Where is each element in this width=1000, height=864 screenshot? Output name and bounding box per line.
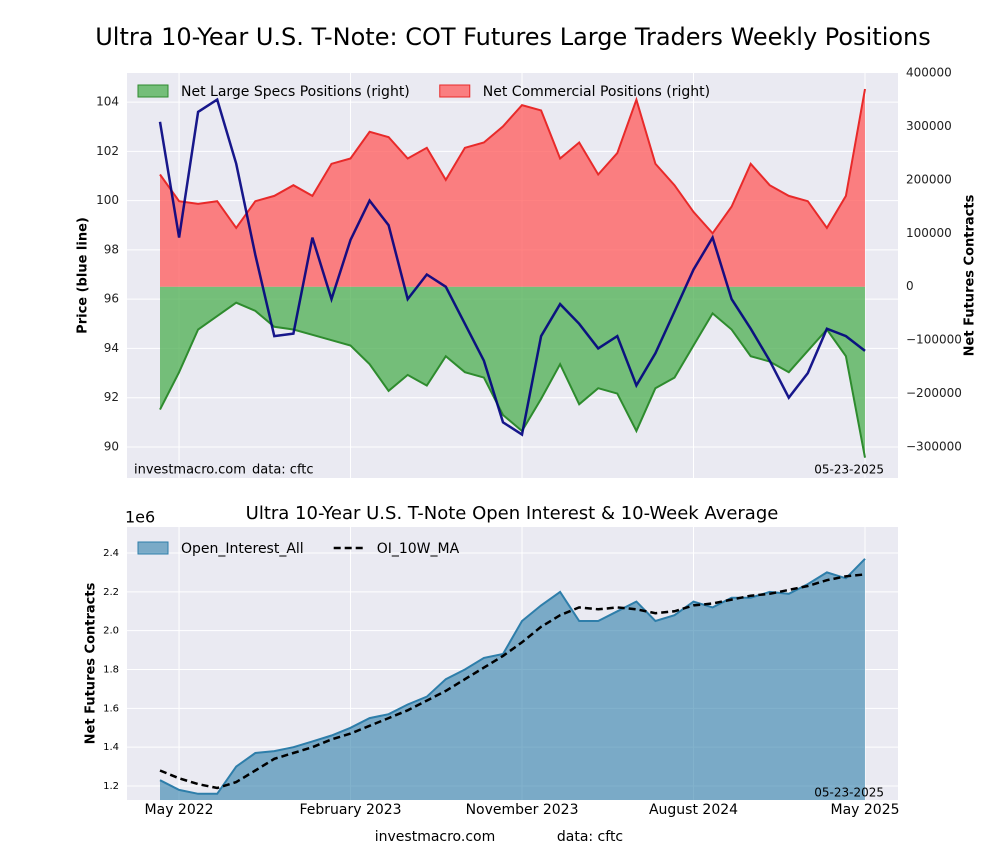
legend-swatch [137, 541, 169, 555]
date-label: 05-23-2025 [814, 786, 884, 800]
x-tick-label: May 2022 [145, 802, 214, 818]
y-tick-label: 90 [104, 439, 119, 453]
footer-site: investmacro.com [375, 829, 495, 845]
y-tick-label: 2.2 [103, 587, 119, 598]
watermark: investmacro.com [134, 463, 246, 478]
x-tick-label: November 2023 [466, 802, 579, 818]
y2-axis-label: Net Futures Contracts [963, 194, 978, 356]
y2-tick-label: 0 [906, 279, 914, 293]
area [160, 558, 865, 800]
y-tick-label: 94 [104, 341, 119, 355]
y-tick-label: 2.0 [103, 626, 119, 637]
y-tick-label: 1.8 [103, 665, 119, 676]
y-tick-label: 1.4 [103, 742, 119, 753]
y-tick-label: 100 [96, 193, 119, 207]
y2-tick-label: −200000 [906, 386, 962, 400]
y-tick-label: 2.4 [103, 548, 119, 559]
source: data: cftc [252, 463, 314, 478]
y-tick-label: 92 [104, 390, 119, 404]
y-tick-label: 1.2 [103, 781, 119, 792]
area [160, 89, 865, 287]
legend-label: OI_10W_MA [377, 541, 460, 557]
y-tick-label: 96 [104, 292, 119, 306]
area [160, 286, 865, 458]
legend-swatch [439, 84, 471, 98]
legend-label: Net Commercial Positions (right) [483, 84, 710, 100]
y-axis-label: Price (blue line) [76, 217, 91, 334]
area-edge [159, 558, 866, 795]
legend-swatch [137, 84, 169, 98]
page-title: Ultra 10-Year U.S. T-Note: COT Futures L… [95, 23, 931, 51]
y2-tick-label: 400000 [906, 66, 952, 80]
y2-tick-label: 100000 [906, 226, 952, 240]
ma-line [159, 573, 866, 790]
y-axis-label: Net Futures Contracts [84, 582, 99, 744]
y-tick-label: 98 [104, 242, 119, 256]
x-tick-label: May 2025 [830, 802, 899, 818]
footer-source: data: cftc [557, 829, 623, 845]
legend-label: Net Large Specs Positions (right) [181, 84, 410, 100]
y-tick-label: 102 [96, 144, 119, 158]
chart-title: Ultra 10-Year U.S. T-Note Open Interest … [246, 503, 779, 524]
area-edge [159, 301, 866, 458]
y2-tick-label: 200000 [906, 172, 952, 186]
y2-tick-label: −300000 [906, 440, 962, 454]
price-line [158, 97, 866, 437]
y2-tick-label: −100000 [906, 333, 962, 347]
area-edge [159, 88, 866, 235]
y-tick-label: 1.6 [103, 703, 119, 714]
y-tick-label: 104 [96, 95, 119, 109]
legend-label: Open_Interest_All [181, 541, 304, 557]
x-tick-label: February 2023 [299, 802, 401, 818]
date-label: 05-23-2025 [814, 463, 884, 477]
offset-label: 1e6 [125, 508, 155, 527]
x-tick-label: August 2024 [649, 802, 738, 818]
y2-tick-label: 300000 [906, 119, 952, 133]
